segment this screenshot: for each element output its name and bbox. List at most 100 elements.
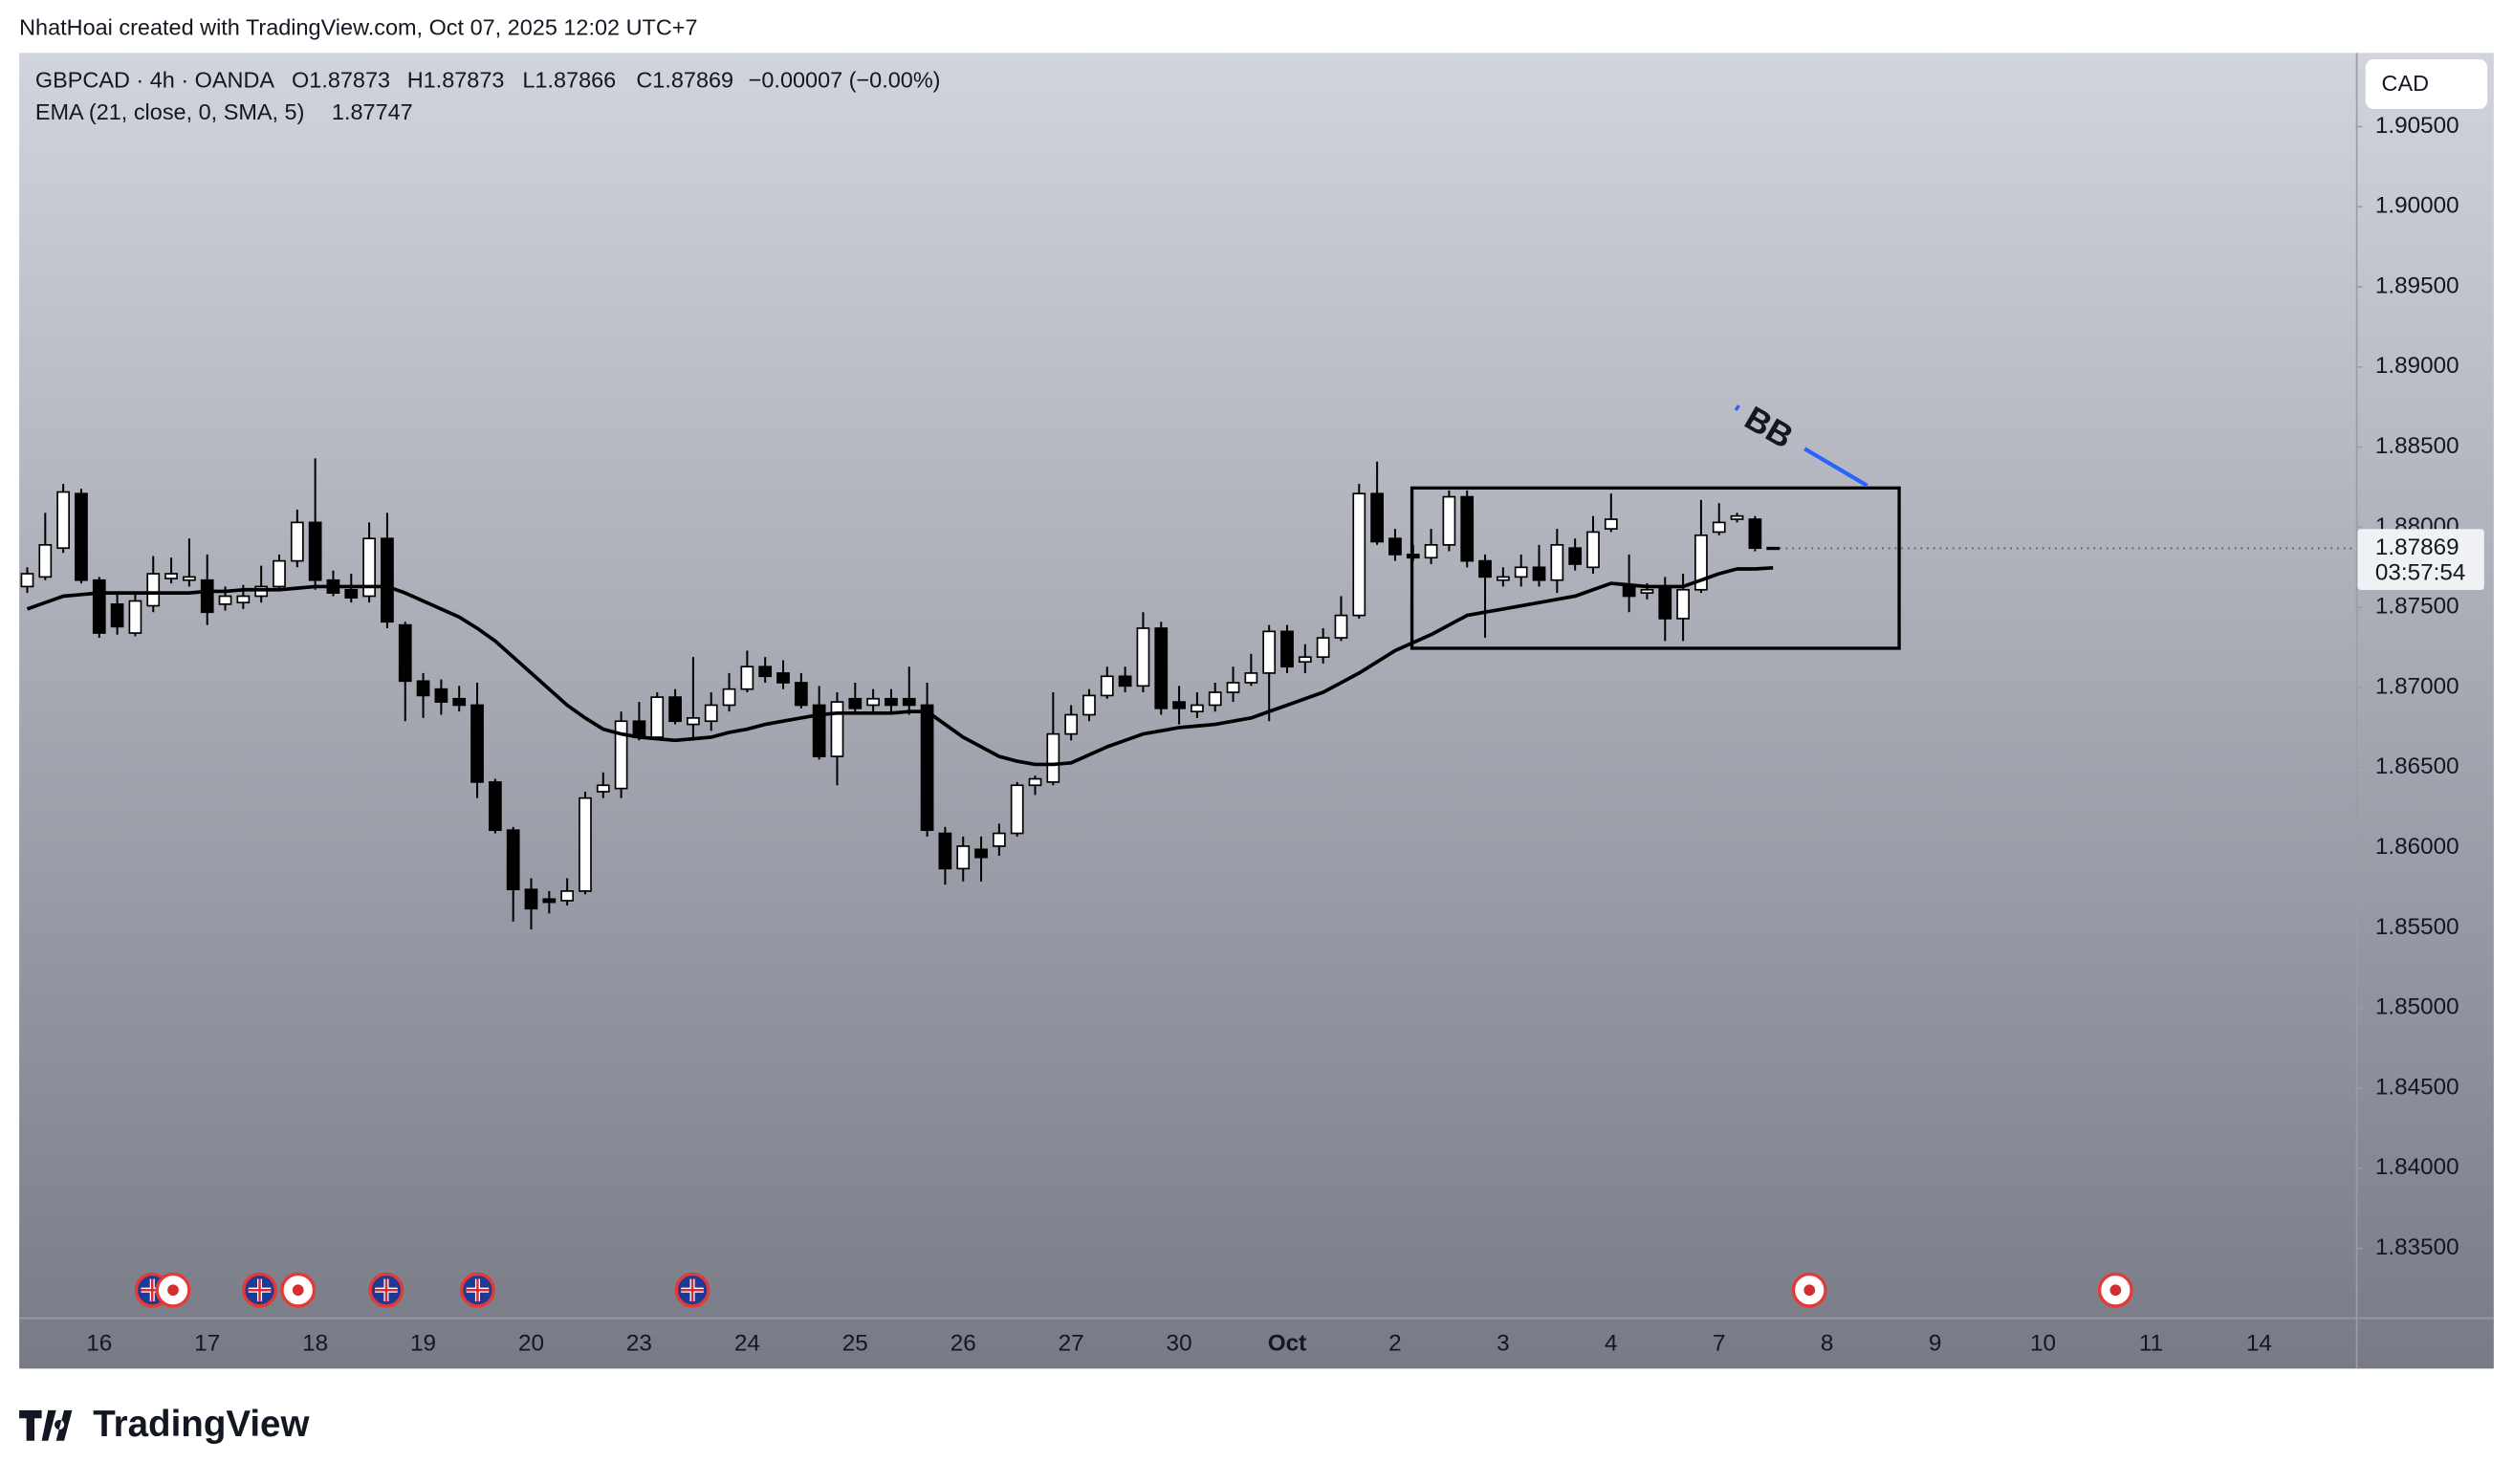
candle-body xyxy=(1622,585,1636,598)
event-icons xyxy=(134,1272,2133,1308)
y-tick-label: 1.84500 xyxy=(2375,1074,2459,1100)
header: NhatHoai created with TradingView.com, O… xyxy=(19,14,697,39)
legend-open: O1.87873 xyxy=(292,68,390,93)
candle-body xyxy=(1497,576,1510,581)
legend-close: C1.87869 xyxy=(636,68,733,93)
ca-event[interactable] xyxy=(280,1272,317,1308)
legend-symbol: GBPCAD · 4h · OANDA xyxy=(35,68,275,93)
x-tick-label: 9 xyxy=(1929,1331,1942,1357)
x-tick-label: 16 xyxy=(86,1331,112,1357)
candle-body xyxy=(56,491,71,550)
x-tick-label: 8 xyxy=(1821,1331,1834,1357)
candle-body xyxy=(1388,537,1402,556)
y-tick-label: 1.84000 xyxy=(2375,1154,2459,1180)
candle-body xyxy=(830,701,844,757)
candle-body xyxy=(758,666,773,678)
candle-body xyxy=(1586,531,1600,569)
candle-body xyxy=(1640,588,1654,594)
x-tick-label: Oct xyxy=(1268,1331,1307,1357)
candle-body xyxy=(1262,630,1277,674)
ema-legend-name: EMA (21, close, 0, SMA, 5) xyxy=(35,99,305,124)
candle-body xyxy=(956,845,971,870)
candle-body xyxy=(1316,637,1330,659)
candle-body xyxy=(146,573,161,607)
candle-body xyxy=(722,687,736,707)
candle-body xyxy=(488,781,502,832)
legend-low: L1.87866 xyxy=(522,68,616,93)
candle-body xyxy=(218,595,232,605)
uk-event[interactable] xyxy=(460,1272,495,1308)
x-tick-label: 19 xyxy=(410,1331,436,1357)
candle-body xyxy=(1064,713,1079,735)
candle-body xyxy=(1478,559,1492,578)
candle-body xyxy=(938,832,952,870)
candle-body xyxy=(362,537,376,598)
legend-change: −0.00007 (−0.00%) xyxy=(749,68,941,93)
uk-event[interactable] xyxy=(242,1272,277,1308)
y-tick-label: 1.90000 xyxy=(2375,193,2459,219)
candle-body xyxy=(1118,675,1132,687)
candle-body xyxy=(1191,704,1204,712)
candle-body xyxy=(704,704,718,723)
x-tick-label: 14 xyxy=(2246,1331,2272,1357)
y-tick-label: 1.87500 xyxy=(2375,594,2459,620)
candle-body xyxy=(776,672,790,684)
candle-body xyxy=(308,521,322,581)
uk-event[interactable] xyxy=(368,1272,404,1308)
candle-body xyxy=(110,603,124,628)
candle-body xyxy=(1748,518,1762,550)
candle-body xyxy=(560,890,575,902)
x-tick-label: 26 xyxy=(951,1331,976,1357)
range-box xyxy=(1409,486,1901,650)
uk-event[interactable] xyxy=(674,1272,710,1308)
candle-body xyxy=(614,720,628,790)
candle-body xyxy=(1514,566,1528,578)
candle-body xyxy=(1730,514,1744,520)
candle-body xyxy=(920,704,934,832)
ca-event[interactable] xyxy=(1791,1272,1827,1308)
y-tick-label: 1.86000 xyxy=(2375,834,2459,860)
chart-panel xyxy=(19,53,2494,1369)
candle-body xyxy=(1460,495,1475,562)
x-tick-label: 11 xyxy=(2139,1331,2163,1357)
ca-event[interactable] xyxy=(2097,1272,2133,1308)
candle-body xyxy=(290,521,304,562)
currency-button[interactable] xyxy=(2365,59,2488,109)
x-tick-label: 4 xyxy=(1605,1331,1618,1357)
currency-label[interactable]: CAD xyxy=(2382,71,2430,96)
candle-body xyxy=(1334,614,1348,639)
x-tick-label: 23 xyxy=(626,1331,652,1357)
candle-body xyxy=(1442,495,1456,546)
candle-body xyxy=(398,623,412,683)
candle-body xyxy=(1352,492,1366,617)
candle-body xyxy=(1046,732,1060,783)
candle-body xyxy=(1298,656,1312,664)
x-tick-label: 25 xyxy=(842,1331,868,1357)
candle-body xyxy=(1100,675,1114,697)
candle-body xyxy=(1658,585,1672,620)
candle-body xyxy=(434,687,448,703)
candle-body xyxy=(1010,784,1024,835)
candle-body xyxy=(524,888,538,910)
ca-event[interactable] xyxy=(155,1272,191,1308)
candle-body xyxy=(866,697,880,707)
ema-line xyxy=(26,565,1774,767)
candle-body xyxy=(974,848,988,859)
x-tick-label: 30 xyxy=(1167,1331,1192,1357)
x-tick-label: 27 xyxy=(1059,1331,1084,1357)
candle-body xyxy=(596,784,610,793)
footer-text: TradingView xyxy=(93,1404,310,1445)
candle-body xyxy=(273,559,286,588)
candle-body xyxy=(794,682,808,707)
candle-body xyxy=(1208,691,1222,707)
candle-body xyxy=(200,578,214,614)
candle-body xyxy=(1712,521,1726,534)
x-tick-label: 20 xyxy=(518,1331,544,1357)
candle-body xyxy=(20,573,34,588)
candle-body xyxy=(75,492,88,581)
candle-body xyxy=(1766,546,1781,551)
y-tick-label: 1.88500 xyxy=(2375,433,2459,459)
candle-body xyxy=(183,576,196,581)
candle-body xyxy=(1280,630,1294,668)
